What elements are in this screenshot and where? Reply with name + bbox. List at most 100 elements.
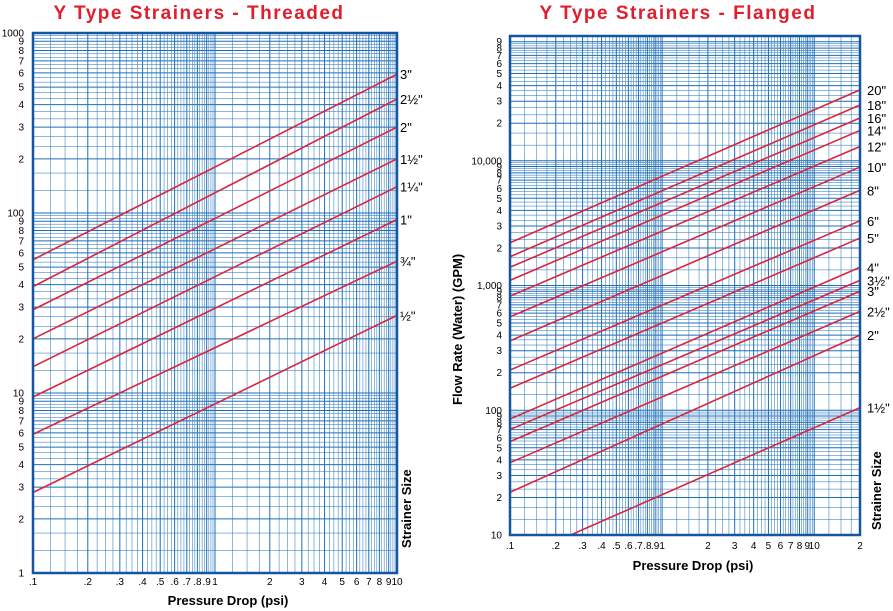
series-label: 2": [867, 328, 879, 343]
y-tick-label: 7: [496, 425, 502, 436]
x-tick-label: .6: [170, 577, 179, 588]
x-tick-label: 6: [778, 541, 784, 552]
y-tick-label: 3: [18, 483, 24, 494]
plot-frame: [31, 31, 399, 575]
y-tick-label: 8: [496, 293, 502, 304]
series-line: [32, 73, 398, 261]
y-tick-label: 6: [18, 248, 24, 259]
series-line: [32, 314, 398, 494]
series-label: 5": [867, 231, 879, 246]
y-tick-label: 2: [496, 243, 502, 254]
chart-flanged: Y Type Strainers - Flanged .1 .2 .3 .4 .5.6.…: [450, 3, 890, 573]
y-tick-label: 8: [18, 46, 24, 57]
x-tick-label: 5: [766, 541, 772, 552]
series-line: [509, 129, 861, 282]
y-tick-label: 7: [496, 300, 502, 311]
y-tick-label: 100: [485, 406, 502, 417]
x-tick-label: .7: [634, 541, 643, 552]
y-tick-label: 2: [18, 514, 24, 525]
y-tick-label: 7: [18, 416, 24, 427]
series-label: 10": [867, 160, 886, 175]
series-labels: 3" 2½" 2" 1½" 1¼" 1" ¾" ½": [400, 67, 423, 323]
y-tick-label: 7: [496, 176, 502, 187]
y-tick-label: 9: [18, 217, 24, 228]
series-label: 18": [867, 98, 886, 113]
series-line: [509, 266, 861, 420]
series-line: [509, 279, 861, 431]
x-tick-label: 4: [322, 577, 328, 588]
side-label: Strainer Size: [399, 469, 414, 548]
series-line: [32, 126, 398, 311]
x-tick-label: 4: [751, 541, 757, 552]
x-tick-label: 9: [804, 541, 810, 552]
series-label: 14": [867, 123, 886, 138]
series-label: 1½": [400, 152, 423, 167]
chart-curves: [509, 89, 861, 536]
y-tick-label: 10: [13, 389, 25, 400]
y-tick-label: 2: [18, 334, 24, 345]
x-tick-label: .1: [29, 577, 38, 588]
y-tick-label: 1: [18, 569, 24, 580]
x-tick-label: 2: [267, 577, 273, 588]
y-axis-title: Flow Rate (Water) (GPM): [450, 254, 465, 405]
series-label: ½": [400, 308, 416, 323]
y-tick-label: 8: [18, 406, 24, 417]
y-tick-label: 6: [18, 428, 24, 439]
series-line: [509, 89, 861, 244]
x-tick-label: .2: [552, 541, 561, 552]
x-tick-label: 3: [299, 577, 305, 588]
y-tick-label: 6: [18, 68, 24, 79]
y-tick-label: 2: [496, 119, 502, 130]
y-tick-label: 2: [496, 368, 502, 379]
x-tick-label: 5: [339, 577, 345, 588]
y-tick-label: 4: [496, 81, 502, 92]
series-label: 2½": [400, 92, 423, 107]
y-tick-label: 9: [496, 287, 502, 298]
chart-grid: [32, 32, 398, 574]
x-tick-label: 10: [809, 541, 821, 552]
series-label: 12": [867, 140, 886, 155]
series-label: 20": [867, 83, 886, 98]
y-tick-label: 2: [18, 154, 24, 165]
x-tick-label: 7: [788, 541, 794, 552]
x-tick-label: 2: [705, 541, 711, 552]
y-tick-label: 4: [496, 206, 502, 217]
y-tick-label: 8: [496, 418, 502, 429]
y-tick-label: 4: [496, 331, 502, 342]
x-tick-label: .3: [578, 541, 587, 552]
chart-grid: [509, 36, 861, 536]
x-tick-label: 1: [212, 577, 218, 588]
y-tick-label: 1,000: [477, 281, 502, 292]
x-tick-label: 6: [354, 577, 360, 588]
y-tick-label: 5: [496, 443, 502, 454]
x-tick-label: 8: [377, 577, 383, 588]
y-tick-label: 6: [496, 184, 502, 195]
y-tick-label: 5: [496, 319, 502, 330]
series-line: [509, 237, 861, 390]
series-line: [509, 290, 861, 443]
y-tick-label: 3: [496, 471, 502, 482]
y-tick-label: 7: [18, 56, 24, 67]
plot-frame: [508, 34, 862, 537]
y-tick-label: 4: [18, 100, 24, 111]
x-axis-title: Pressure Drop (psi): [633, 558, 754, 573]
x-tick-label: 10: [391, 577, 403, 588]
y-tick-label: 7: [496, 51, 502, 62]
x-tick-label: .7: [183, 577, 192, 588]
y-tick-label: 5: [496, 69, 502, 80]
series-label: 2": [400, 120, 412, 135]
side-label: Strainer Size: [869, 451, 884, 530]
y-tick-label: 8: [496, 44, 502, 55]
x-tick-label: .4: [138, 577, 147, 588]
series-line: [32, 98, 398, 288]
series-label: 6": [867, 214, 879, 229]
y-tick-label: 3: [18, 123, 24, 134]
y-tick-label: 5: [18, 443, 24, 454]
chart-title: Y Type Strainers - Flanged: [540, 3, 817, 24]
x-tick-label: 8: [797, 541, 803, 552]
y-tick-label: 3: [496, 97, 502, 108]
x-tick-label: .5: [156, 577, 165, 588]
series-label: 3½": [867, 273, 890, 288]
y-tick-label: 8: [496, 168, 502, 179]
